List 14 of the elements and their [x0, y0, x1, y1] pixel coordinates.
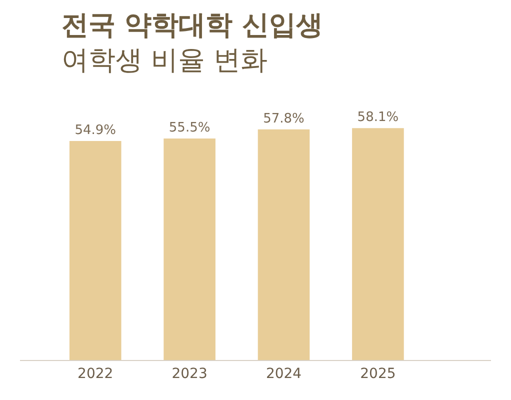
bar	[258, 129, 310, 360]
x-tick-label: 2023	[172, 366, 208, 382]
chart-title: 전국 약학대학 신입생	[61, 10, 324, 41]
x-tick-label: 2022	[78, 366, 114, 382]
data-label: 58.1%	[357, 110, 399, 126]
data-label: 55.5%	[168, 120, 210, 136]
bar	[164, 138, 216, 360]
x-tick-label: 2024	[266, 366, 302, 382]
bar	[352, 128, 404, 360]
data-label: 54.9%	[74, 122, 116, 138]
x-tick-label: 2025	[360, 366, 396, 382]
bar	[69, 140, 122, 360]
chart-subtitle: 여학생 비율 변화	[61, 45, 268, 76]
data-label: 57.8%	[263, 111, 304, 126]
